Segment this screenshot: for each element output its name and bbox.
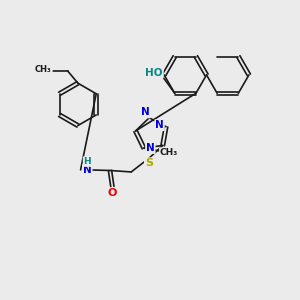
Text: S: S — [145, 158, 153, 168]
Text: O: O — [108, 188, 117, 198]
Text: N: N — [155, 120, 164, 130]
Text: N: N — [83, 165, 92, 175]
Text: H: H — [83, 157, 91, 166]
Text: N: N — [146, 143, 155, 153]
Text: HO: HO — [146, 68, 163, 78]
Text: CH₃: CH₃ — [160, 148, 178, 157]
Text: CH₃: CH₃ — [35, 65, 52, 74]
Text: N: N — [141, 107, 150, 118]
